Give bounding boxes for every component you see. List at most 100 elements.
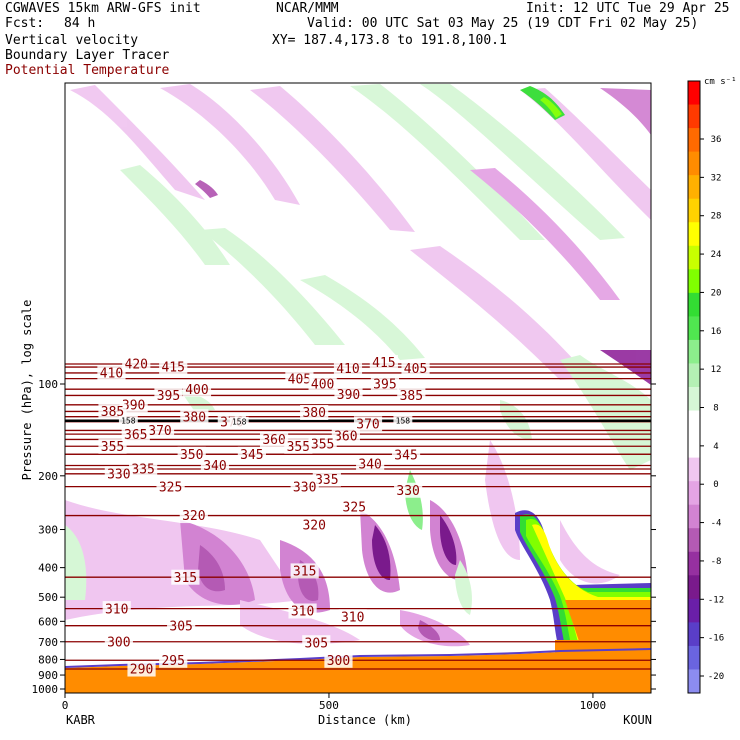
colorbar-swatch <box>688 575 700 600</box>
colorbar-swatch <box>688 339 700 364</box>
theta-label: 325 <box>159 480 182 495</box>
colorbar-swatch <box>688 245 700 270</box>
theta-label-bg <box>145 422 175 438</box>
theta-label: 335 <box>315 473 338 488</box>
theta-label: 340 <box>203 459 226 474</box>
theta-label: 405 <box>288 372 311 387</box>
theta-label: 410 <box>336 362 359 377</box>
colorbar-swatch <box>688 481 700 506</box>
theta-label: 320 <box>182 509 205 524</box>
theta-label: 330 <box>396 484 419 499</box>
theta-label: 158 <box>121 417 136 426</box>
theta-label-bg <box>302 635 331 651</box>
theta-label: 400 <box>311 378 334 393</box>
x-axis: 0 500 1000 <box>62 693 606 712</box>
theta-label: 158 <box>232 418 247 427</box>
theta-label: 340 <box>358 458 381 473</box>
colorbar-swatch <box>688 104 700 129</box>
theta-label-bg <box>97 365 126 381</box>
theta-label: 380 <box>302 406 325 421</box>
y-tick-label: 800 <box>38 653 58 666</box>
field-boundary-layer-tracer: Boundary Layer Tracer <box>5 48 170 63</box>
theta-label-bg <box>180 409 209 425</box>
colorbar-label: 20 <box>711 288 722 298</box>
theta-label: 360 <box>334 430 357 445</box>
colorbar-label: 16 <box>711 327 722 337</box>
theta-label-bg <box>229 416 249 427</box>
y-tick-label: 300 <box>38 524 58 537</box>
theta-label-bg <box>159 652 188 668</box>
y-tick-label: 500 <box>38 591 58 604</box>
colorbar-label: 28 <box>711 212 722 222</box>
theta-label: 315 <box>293 565 316 580</box>
colorbar-swatch <box>688 551 700 576</box>
theta-label-bg <box>121 426 150 442</box>
theta-label: 305 <box>169 619 192 634</box>
theta-label-bg <box>356 456 385 472</box>
x-tick-label: 500 <box>319 699 339 712</box>
theta-label: 295 <box>161 654 184 669</box>
theta-label-bg <box>177 446 206 462</box>
theta-label-bg <box>200 457 230 473</box>
colorbar-swatch <box>688 669 700 694</box>
colorbar-swatch <box>688 457 700 482</box>
colorbar-label: -16 <box>708 634 724 644</box>
endpoint-right-label: KOUN <box>623 713 652 727</box>
theta-label: 410 <box>100 367 123 382</box>
theta-label: 355 <box>101 440 124 455</box>
theta-label-bg <box>397 387 426 403</box>
theta-label: 310 <box>341 611 364 626</box>
colorbar-swatch <box>688 175 700 200</box>
x-axis-label: Distance (km) <box>318 713 412 727</box>
theta-label-bg <box>98 438 127 454</box>
colorbar-swatch <box>688 316 700 341</box>
colorbar-label: 0 <box>713 480 718 490</box>
colorbar: 36 32 28 24 20 16 12 8 4 0 -4 -8 -12 -16 -20 <box>687 80 724 694</box>
theta-label-bg <box>324 652 353 668</box>
plot-frame <box>64 82 652 694</box>
x-tick-label: 0 <box>62 699 69 712</box>
colorbar-label: 4 <box>713 442 718 452</box>
theta-label-bg <box>401 361 430 377</box>
theta-label-bg <box>370 376 400 392</box>
colorbar-swatch <box>688 410 700 435</box>
model-title: CGWAVES 15km ARW-GFS init <box>5 1 201 16</box>
colorbar-swatch <box>688 222 700 247</box>
theta-label-bg <box>394 482 423 498</box>
theta-label: 345 <box>240 448 263 463</box>
colorbar-label: 32 <box>711 173 722 183</box>
field-potential-temperature: Potential Temperature <box>5 63 170 78</box>
theta-label: 380 <box>183 410 206 425</box>
theta-label-bg <box>308 436 337 452</box>
theta-label: 415 <box>372 356 395 371</box>
theta-label-bg <box>290 479 319 495</box>
theta-label: 290 <box>130 663 153 678</box>
theta-label: 355 <box>311 437 334 452</box>
theta-label: 395 <box>157 389 180 404</box>
theta-label-bg <box>300 517 329 533</box>
theta-label-bg <box>288 603 317 619</box>
theta-label-bg <box>300 404 329 420</box>
theta-label-bg <box>179 508 208 524</box>
theta-label: 390 <box>122 398 145 413</box>
colorbar-swatch <box>688 504 700 529</box>
theta-label-bg <box>127 661 156 677</box>
colorbar-swatch <box>688 622 700 647</box>
forecast-label: Fcst: <box>5 16 45 31</box>
theta-label: 305 <box>305 636 328 651</box>
theta-label: 370 <box>356 417 379 432</box>
theta-label: 385 <box>400 389 423 404</box>
theta-label-bg <box>333 361 363 377</box>
theta-label-bg <box>284 438 313 454</box>
colorbar-swatch <box>688 269 700 294</box>
theta-label: 330 <box>107 467 130 482</box>
colorbar-label: 36 <box>711 135 722 145</box>
theta-label: 370 <box>148 424 171 439</box>
colorbar-swatch <box>688 151 700 176</box>
theta-label: 420 <box>125 358 148 373</box>
theta-label-bg <box>353 416 383 432</box>
theta-label-bg <box>331 428 360 444</box>
